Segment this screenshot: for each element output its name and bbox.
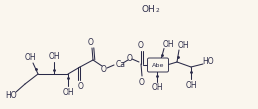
Text: OH: OH [141, 4, 155, 14]
Text: OH: OH [177, 41, 189, 49]
Text: O: O [88, 37, 94, 47]
Text: OH: OH [162, 40, 174, 49]
Text: OH: OH [185, 81, 197, 89]
Text: O: O [138, 41, 144, 49]
Text: O: O [139, 77, 145, 87]
Text: Ca: Ca [116, 60, 126, 68]
Text: OH: OH [151, 83, 163, 92]
Text: OH: OH [24, 53, 36, 61]
Text: HO: HO [5, 90, 17, 100]
Text: HO: HO [202, 56, 214, 66]
Text: 2: 2 [155, 9, 159, 14]
Text: O: O [78, 82, 84, 90]
FancyBboxPatch shape [148, 58, 168, 72]
Text: OH: OH [48, 51, 60, 60]
Text: Abe: Abe [152, 62, 164, 67]
Text: OH: OH [62, 88, 74, 96]
Text: O: O [127, 54, 133, 62]
Text: O: O [101, 65, 107, 73]
